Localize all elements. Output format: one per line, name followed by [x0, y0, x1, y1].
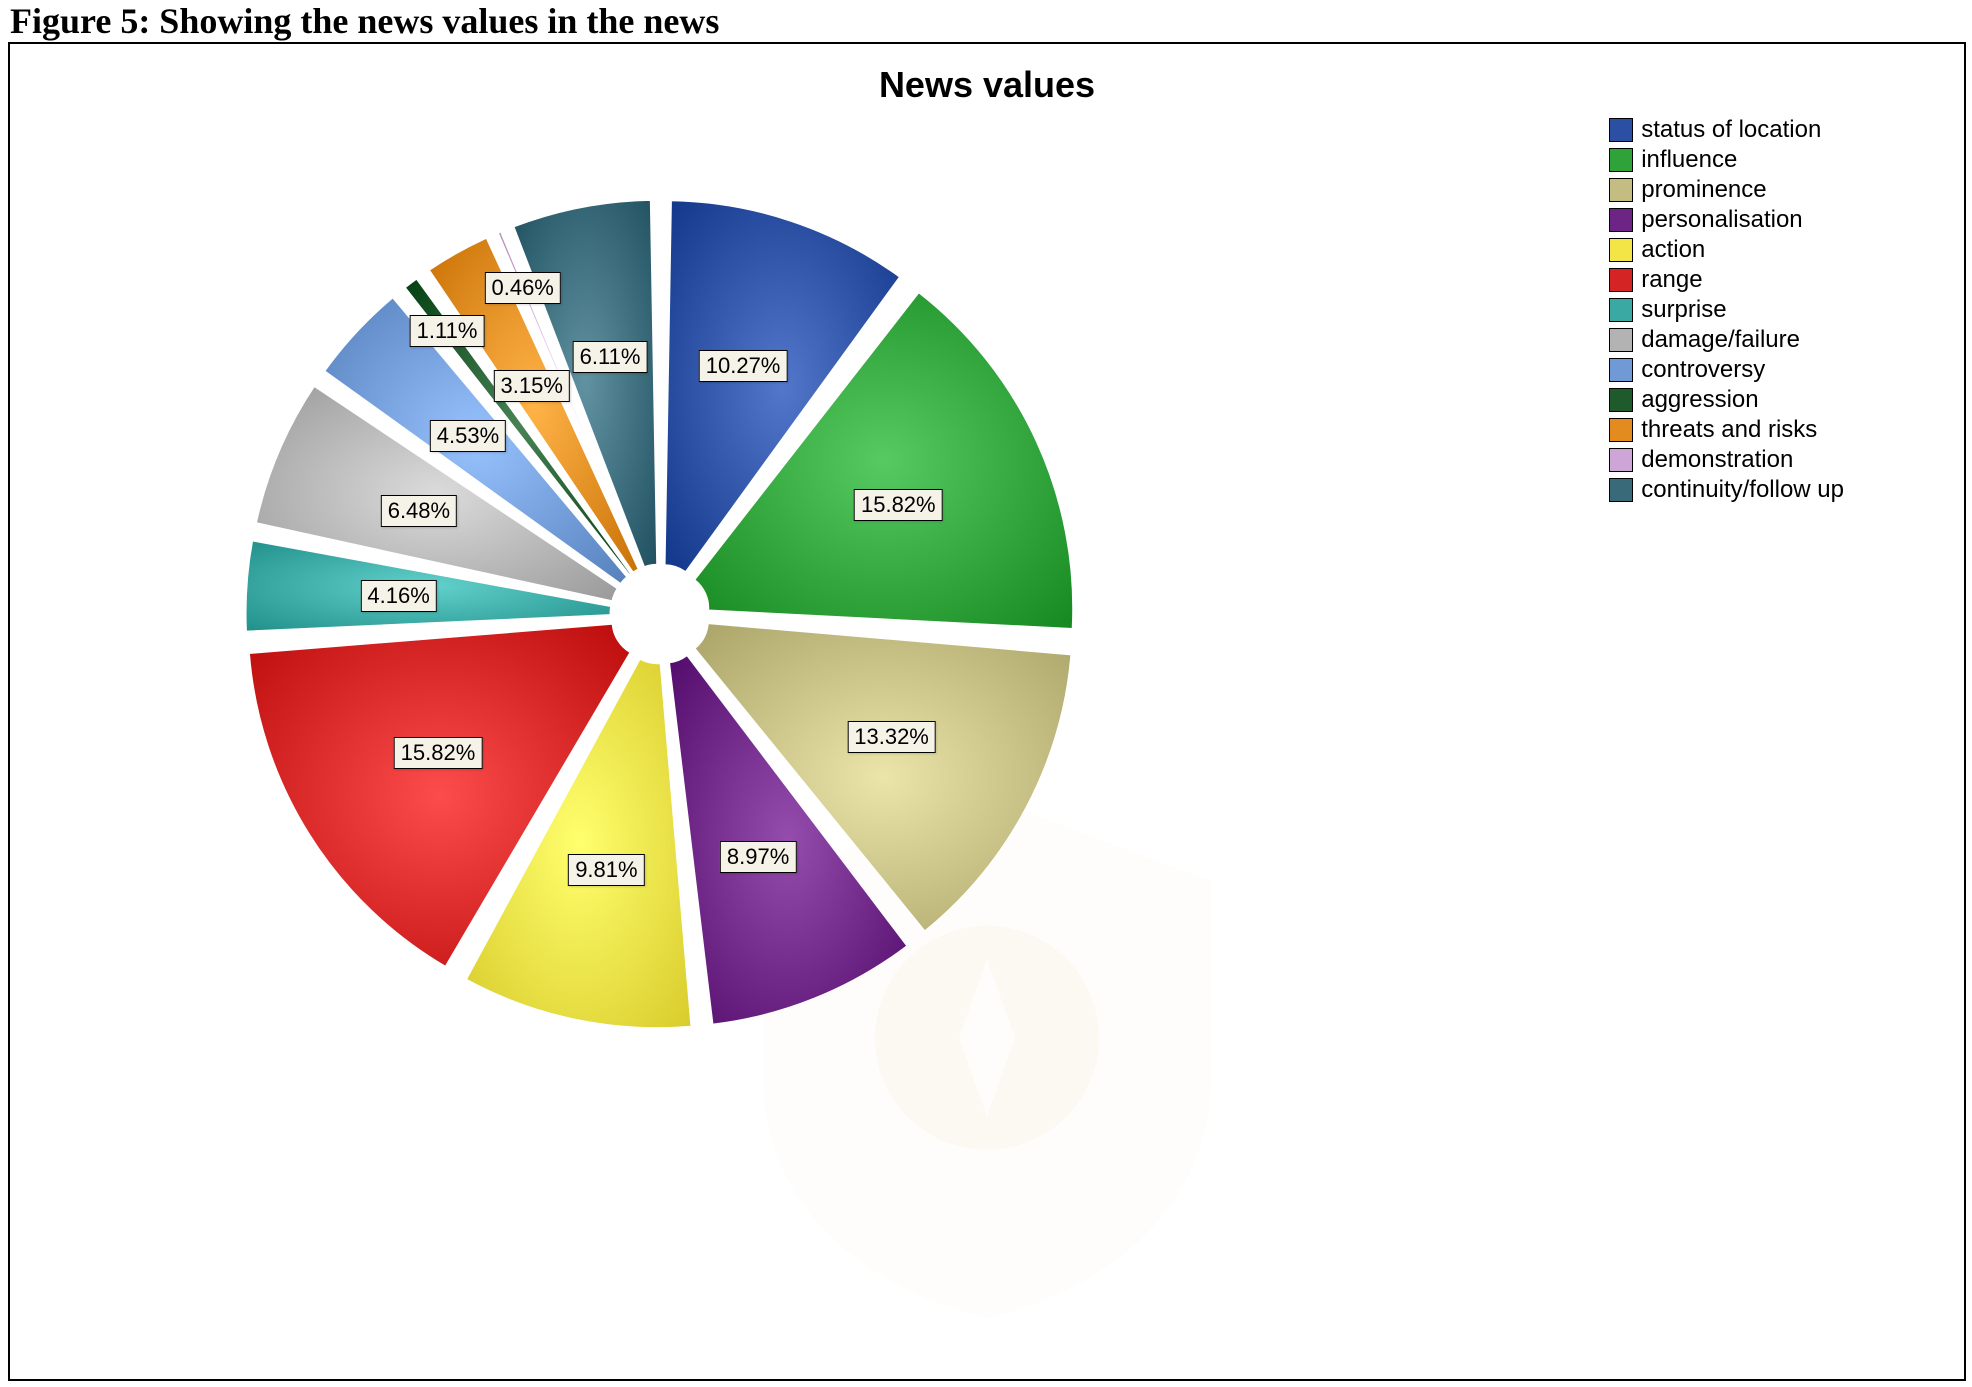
- pie-chart: 10.27% 15.82% 13.32% 8.97% 9.81% 15.82% 4.16% 6…: [210, 164, 1110, 1064]
- slice-label: 9.81%: [568, 854, 644, 886]
- slice-label: 10.27%: [699, 350, 788, 382]
- chart-title: News values: [10, 64, 1964, 106]
- legend-item: continuity/follow up: [1609, 476, 1844, 504]
- legend-label: demonstration: [1641, 446, 1793, 474]
- legend-swatch-icon: [1609, 448, 1633, 472]
- legend-label: aggression: [1641, 386, 1758, 414]
- legend-item: prominence: [1609, 176, 1844, 204]
- slice-label: 15.82%: [854, 489, 943, 521]
- figure-caption: Figure 5: Showing the news values in the…: [10, 0, 719, 42]
- slice-label: 13.32%: [847, 721, 936, 753]
- legend-label: surprise: [1641, 296, 1726, 324]
- legend-swatch-icon: [1609, 298, 1633, 322]
- legend-item: range: [1609, 266, 1844, 294]
- legend-swatch-icon: [1609, 238, 1633, 262]
- legend-label: continuity/follow up: [1641, 476, 1844, 504]
- legend-swatch-icon: [1609, 418, 1633, 442]
- slice-label: 4.53%: [430, 420, 506, 452]
- slice-label: 6.11%: [573, 341, 648, 373]
- slice-label: 0.46%: [484, 272, 560, 304]
- legend-swatch-icon: [1609, 358, 1633, 382]
- legend-label: damage/failure: [1641, 326, 1800, 354]
- legend-label: action: [1641, 236, 1705, 264]
- legend-label: controversy: [1641, 356, 1765, 384]
- legend-item: threats and risks: [1609, 416, 1844, 444]
- legend-label: status of location: [1641, 116, 1821, 144]
- legend-swatch-icon: [1609, 208, 1633, 232]
- legend-label: personalisation: [1641, 206, 1802, 234]
- legend-label: range: [1641, 266, 1702, 294]
- slice-label: 15.82%: [394, 737, 483, 769]
- legend-item: aggression: [1609, 386, 1844, 414]
- legend-item: influence: [1609, 146, 1844, 174]
- legend-label: threats and risks: [1641, 416, 1817, 444]
- legend-swatch-icon: [1609, 388, 1633, 412]
- legend-swatch-icon: [1609, 478, 1633, 502]
- legend-label: prominence: [1641, 176, 1766, 204]
- legend-item: surprise: [1609, 296, 1844, 324]
- legend: status of locationinfluenceprominenceper…: [1609, 114, 1844, 506]
- slice-label: 3.15%: [494, 370, 570, 402]
- page: Figure 5: Showing the news values in the…: [0, 0, 1972, 1387]
- pie-svg: [210, 164, 1110, 1064]
- legend-swatch-icon: [1609, 268, 1633, 292]
- slice-label: 1.11%: [410, 315, 485, 347]
- legend-item: status of location: [1609, 116, 1844, 144]
- legend-swatch-icon: [1609, 328, 1633, 352]
- legend-label: influence: [1641, 146, 1737, 174]
- legend-item: action: [1609, 236, 1844, 264]
- slice-label: 6.48%: [381, 495, 457, 527]
- legend-item: controversy: [1609, 356, 1844, 384]
- slice-label: 8.97%: [720, 841, 796, 873]
- legend-item: demonstration: [1609, 446, 1844, 474]
- chart-frame: News values 10.27% 15.82% 13.32% 8.97% 9.81%…: [8, 42, 1966, 1381]
- legend-swatch-icon: [1609, 178, 1633, 202]
- legend-item: damage/failure: [1609, 326, 1844, 354]
- slice-label: 4.16%: [360, 580, 436, 612]
- legend-swatch-icon: [1609, 148, 1633, 172]
- legend-item: personalisation: [1609, 206, 1844, 234]
- legend-swatch-icon: [1609, 118, 1633, 142]
